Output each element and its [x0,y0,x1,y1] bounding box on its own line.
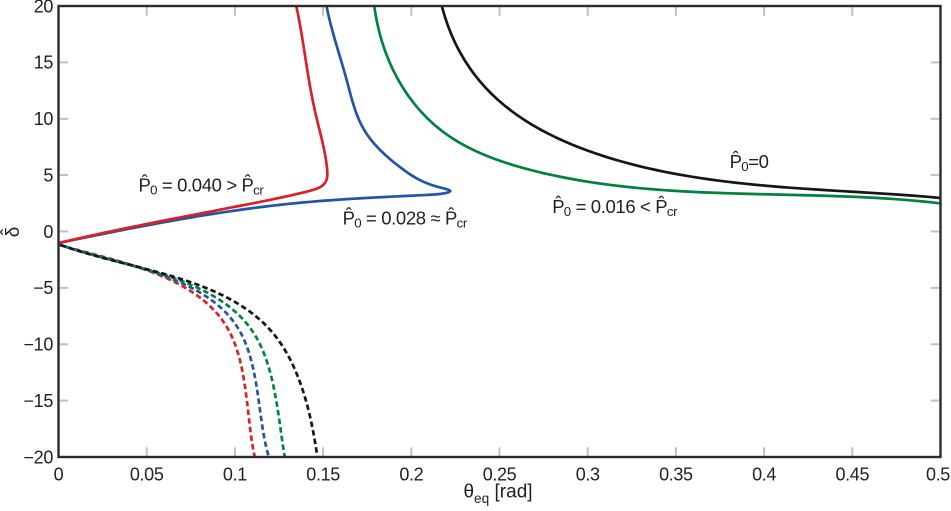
y-tick-label-5: 5 [43,165,53,185]
y-tick-label-15: 15 [34,53,54,73]
y-axis-label: δˆ​ [0,227,24,238]
x-tick-label-0.35: 0.35 [659,464,693,484]
x-axis-label: θeq​ [rad] [463,482,532,507]
x-tick-label-0.4: 0.4 [752,464,776,484]
y-tick-label-20: 20 [34,0,54,16]
curve-unstable-P0-0 [58,242,319,457]
curve-stable-P0-0.028 [58,6,452,245]
y-tick-label-0: 0 [43,222,53,242]
y-tick-label-10: 10 [34,109,54,129]
curve-stable-P0-0.016 [372,6,941,205]
curve-stable-P0-0 [440,6,941,200]
ticks-group [59,7,940,456]
curves-group [58,6,941,457]
label-P0-0.016: Pˆ​0​ = 0.016 < Pˆ​cr​ [552,192,678,219]
x-tick-label-0.2: 0.2 [399,464,423,484]
x-tick-label-0.15: 0.15 [306,464,340,484]
x-tick-label-0.1: 0.1 [223,464,247,484]
tick-labels: 0 0.05 0.1 0.15 0.2 0.25 0.3 0.35 0.4 0.45 0.5 −20 −… [24,0,951,484]
curve-stable-P0-0.040 [58,6,329,245]
label-P0-0.040: Pˆ​0​ = 0.040 > Pˆ​cr​ [138,171,264,198]
y-tick-label-−5: −5 [33,278,53,298]
x-tick-label-0.05: 0.05 [130,464,164,484]
x-tick-label-0: 0 [54,464,64,484]
label-P0-0.028: Pˆ​0​ = 0.028 ≈ Pˆ​cr​ [343,204,468,231]
plot-box [57,4,942,459]
x-tick-label-0.25: 0.25 [483,464,517,484]
curve-unstable-P0-0.040 [58,243,257,457]
label-P0-0: Pˆ​0​=0 [730,147,769,174]
x-tick-label-0.45: 0.45 [836,464,870,484]
x-tick-label-0.3: 0.3 [576,464,600,484]
x-tick-label-0.5: 0.5 [926,464,950,484]
y-tick-label-−15: −15 [24,391,54,411]
y-tick-label-−20: −20 [24,447,54,467]
y-tick-label-−10: −10 [24,335,54,355]
